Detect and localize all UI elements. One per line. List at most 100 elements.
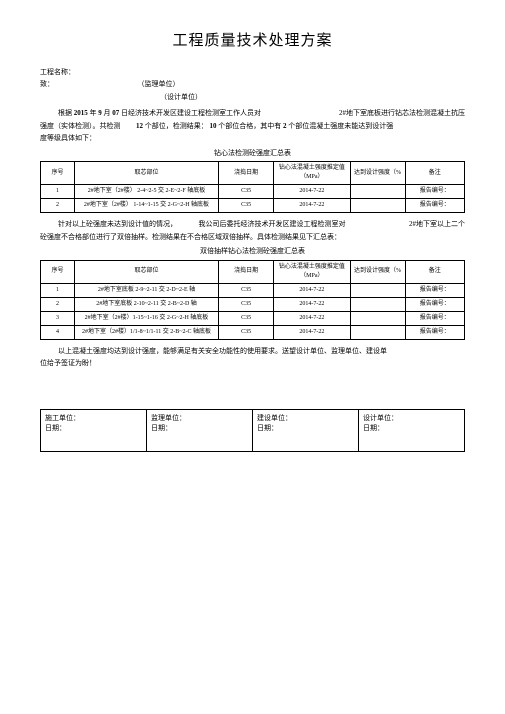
c: 2#地下室（2#楼）1-15~1-16 交 2-G~2-H 轴底板 [74, 311, 218, 325]
mid-line-2: 砼强度不合格部位进行了双倍抽样。检测结果在不合格区域双倍抽样。具体检测结果见下汇… [40, 232, 465, 243]
table-row: 1 2#地下室底板 2-9~2-11 交 2-D~2-E 轴 C35 2014-… [41, 283, 465, 297]
table1-caption: 钻心法检测砼强度汇总表 [40, 148, 465, 159]
c: 报告编号： [405, 297, 464, 311]
t: 2#地下室以上二个 [409, 219, 465, 230]
page-title: 工程质量技术处理方案 [40, 30, 465, 53]
l: 监理单位： [151, 413, 248, 424]
th-date: 浇捣日期 [219, 260, 274, 283]
to-label: 致： [40, 80, 54, 88]
sig-cell-build: 建设单位： 日期： [253, 409, 359, 451]
c: 2#地下室（2#楼）1/1-8~1/1-11 交 2-B~2-C 轴底板 [74, 325, 218, 339]
t: 个部位混凝土强度未能达到设计强 [288, 122, 393, 130]
c: 报告编号： [405, 199, 464, 213]
c: 2014-7-22 [274, 311, 350, 325]
sig-row: 施工单位： 日期： 监理单位： 日期： 建设单位： 日期： 设计单位： 日期： [41, 409, 465, 451]
c: 2#地下室底板 2-9~2-11 交 2-D~2-E 轴 [74, 283, 218, 297]
th-seq: 序号 [41, 260, 75, 283]
c: 3 [41, 311, 75, 325]
th-val: 钻心法混凝土强度推定值（MPa） [274, 162, 350, 185]
c: 2#地下室（2#楼） 1-14~1-15 交 2-G~2-H 轴底板 [74, 199, 218, 213]
document-page: 工程质量技术处理方案 工程名称： 致： （监理单位） （设计单位） 根据 201… [0, 0, 505, 472]
table-row: 4 2#地下室（2#楼）1/1-8~1/1-11 交 2-B~2-C 轴底板 C… [41, 325, 465, 339]
l: 日期： [45, 423, 142, 434]
table-header-row: 序号 取芯部位 浇捣日期 钻心法混凝土强度推定值（MPa） 达到设计强度（% 备… [41, 260, 465, 283]
c [350, 297, 405, 311]
t: 07 [112, 109, 119, 117]
intro-line-3: 度等级具体如下： [40, 133, 465, 144]
signature-table: 施工单位： 日期： 监理单位： 日期： 建设单位： 日期： 设计单位： 日期： [40, 409, 465, 452]
conclusion-2: 位给予签证为盼！ [40, 358, 465, 369]
c [350, 185, 405, 199]
table-header-row: 序号 取芯部位 浇捣日期 钻心法混凝土强度推定值（MPa） 达到设计强度（% 备… [41, 162, 465, 185]
t: 2015 [74, 109, 88, 117]
c: 2#地下室底板 2-10~2-11 交 2-B~2-D 轴 [74, 297, 218, 311]
table-row: 3 2#地下室（2#楼）1-15~1-16 交 2-G~2-H 轴底板 C35 … [41, 311, 465, 325]
c: 2 [41, 199, 75, 213]
conclusion-1: 以上混凝土强度均达到设计强度，能够满足有关安全功能性的使用要求。送望设计单位、监… [58, 346, 465, 357]
c [350, 325, 405, 339]
l: 日期： [151, 423, 248, 434]
th-loc: 取芯部位 [74, 260, 218, 283]
c: 1 [41, 283, 75, 297]
c: C35 [219, 297, 274, 311]
th-remark: 备注 [405, 162, 464, 185]
t: 针对以上砼强度未达到设计值的情况， [58, 220, 177, 228]
t: 个部位，检测结果： [145, 122, 208, 130]
t: 2#地下室底板进行钻芯法检测混凝土抗压 [339, 108, 465, 119]
intro-line-2: 强度（实体检测）。共检测 12 个部位，检测结果： 10 个部位合格，其中有 2… [40, 121, 465, 132]
c [350, 311, 405, 325]
table1: 序号 取芯部位 浇捣日期 钻心法混凝土强度推定值（MPa） 达到设计强度（% 备… [40, 161, 465, 213]
c: 2014-7-22 [274, 283, 350, 297]
t: 10 [210, 122, 217, 130]
c: C35 [219, 199, 274, 213]
c: 报告编号： [405, 311, 464, 325]
c: 报告编号： [405, 185, 464, 199]
design-unit-line: （设计单位） [160, 92, 465, 103]
table2-caption: 双倍抽样钻心法检测砼强度汇总表 [40, 246, 465, 257]
c: 报告编号： [405, 325, 464, 339]
l: 施工单位： [45, 413, 142, 424]
t: 9 [98, 109, 102, 117]
th-loc: 取芯部位 [74, 162, 218, 185]
c: C35 [219, 185, 274, 199]
t: 个部位合格，其中有 [218, 122, 283, 130]
l: 日期： [257, 423, 354, 434]
to-line: 致： （监理单位） [40, 79, 465, 90]
th-date: 浇捣日期 [219, 162, 274, 185]
c [350, 199, 405, 213]
sig-cell-construct: 施工单位： 日期： [41, 409, 147, 451]
c: C35 [219, 283, 274, 297]
c: 2#地下室（2#楼） 2-4~2-5 交 2-E~2-F 轴底板 [74, 185, 218, 199]
table-row: 1 2#地下室（2#楼） 2-4~2-5 交 2-E~2-F 轴底板 C35 2… [41, 185, 465, 199]
c: 2014-7-22 [274, 297, 350, 311]
c [350, 283, 405, 297]
c: 1 [41, 185, 75, 199]
t: 月 [104, 109, 113, 117]
t: 12 [136, 122, 143, 130]
c: 2 [41, 297, 75, 311]
intro-line-1: 根据 2015 年 9 月 07 日经济技术开发区建设工程检测室工作人员对 2#… [40, 108, 465, 119]
t: 年 [90, 109, 99, 117]
c: 4 [41, 325, 75, 339]
t: 我公司后委托经济技术开发区建设工程检测室对 [199, 220, 346, 228]
l: 设计单位： [363, 413, 460, 424]
th-design: 达到设计强度（% [350, 162, 405, 185]
t: 根据 [58, 109, 74, 117]
c: C35 [219, 325, 274, 339]
t: 强度（实体检测）。共检测 [40, 122, 121, 130]
c: 2014-7-22 [274, 325, 350, 339]
th-remark: 备注 [405, 260, 464, 283]
t: 日经济技术开发区建设工程检测室工作人员对 [121, 109, 261, 117]
th-design: 达到设计强度（% [350, 260, 405, 283]
proj-name-label: 工程名称： [40, 68, 75, 76]
table-row: 2 2#地下室底板 2-10~2-11 交 2-B~2-D 轴 C35 2014… [41, 297, 465, 311]
th-seq: 序号 [41, 162, 75, 185]
mid-line-1: 针对以上砼强度未达到设计值的情况， 我公司后委托经济技术开发区建设工程检测室对 … [40, 219, 465, 230]
l: 日期： [363, 423, 460, 434]
c: 2014-7-22 [274, 185, 350, 199]
c: C35 [219, 311, 274, 325]
sig-cell-supervise: 监理单位： 日期： [147, 409, 253, 451]
table2: 序号 取芯部位 浇捣日期 钻心法混凝土强度推定值（MPa） 达到设计强度（% 备… [40, 260, 465, 340]
c: 2014-7-22 [274, 199, 350, 213]
table-row: 2 2#地下室（2#楼） 1-14~1-15 交 2-G~2-H 轴底板 C35… [41, 199, 465, 213]
